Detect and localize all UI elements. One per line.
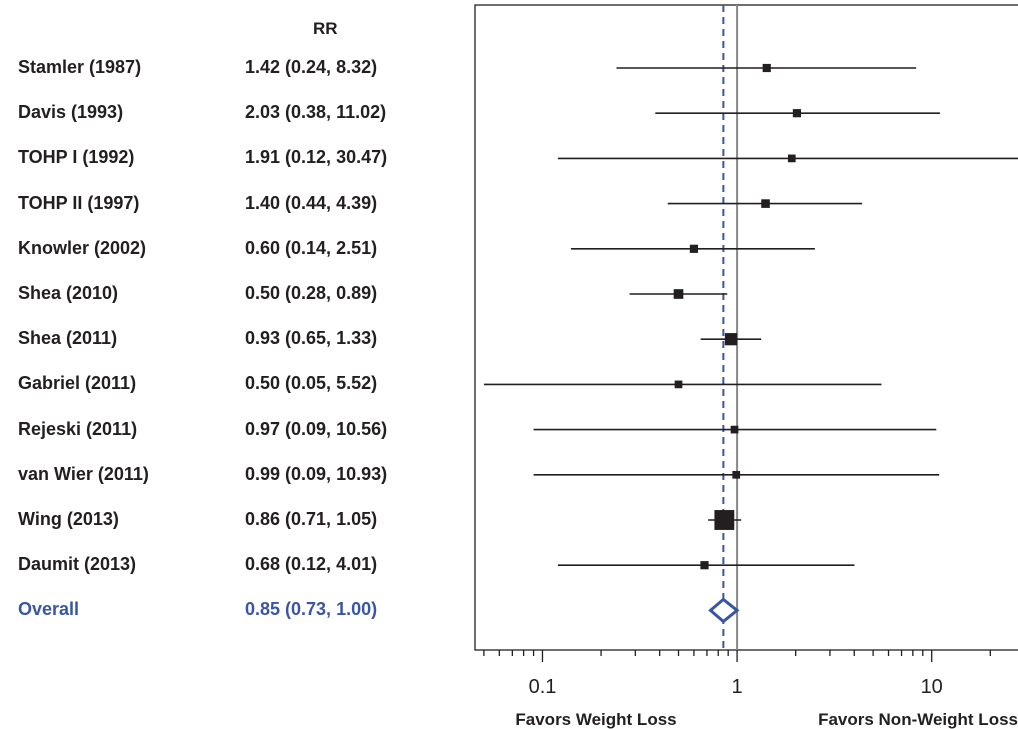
x-tick-label: 10 (921, 676, 943, 698)
effect-size-marker (732, 470, 741, 479)
effect-size-marker (730, 425, 739, 434)
effect-size-marker (761, 199, 770, 208)
study-name: van Wier (2011) (18, 463, 149, 484)
study-name: Knowler (2002) (18, 237, 147, 258)
effect-size-marker (714, 510, 735, 530)
study-row: Shea (2010) 0.50 (0.28, 0.89) (0, 283, 470, 307)
overall-row: Overall 0.85 (0.73, 1.00) (0, 599, 470, 623)
study-row: Rejeski (2011) 0.97 (0.09, 10.56) (0, 419, 470, 443)
effect-size-marker (700, 561, 709, 570)
study-row: Knowler (2002) 0.60 (0.14, 2.51) (0, 238, 470, 262)
overall-rr-value: 0.85 (0.73, 1.00) (245, 599, 378, 620)
study-row: Davis (1993) 2.03 (0.38, 11.02) (0, 102, 470, 126)
study-row: van Wier (2011) 0.99 (0.09, 10.93) (0, 464, 470, 488)
study-row: Wing (2013) 0.86 (0.71, 1.05) (0, 509, 470, 533)
overall-label: Overall (18, 599, 80, 620)
study-row: Daumit (2013) 0.68 (0.12, 4.01) (0, 554, 470, 578)
study-name: Stamler (1987) (18, 57, 142, 77)
overall-diamond (708, 597, 740, 624)
study-row: Stamler (1987) 1.42 (0.24, 8.32) (0, 57, 470, 81)
study-row: Gabriel (2011) 0.50 (0.05, 5.52) (0, 373, 470, 397)
plot-frame (474, 4, 1018, 651)
study-name: TOHP I (1992) (18, 147, 135, 168)
study-rr-value: 0.97 (0.09, 10.56) (245, 418, 388, 439)
rr-column-header: RR (313, 19, 338, 38)
study-rr-value: 0.50 (0.28, 0.89) (245, 283, 378, 303)
study-rr-value: 0.68 (0.12, 4.01) (245, 554, 378, 575)
effect-size-marker (724, 333, 738, 346)
favors-right-label: Favors Non-Weight Loss (818, 710, 1018, 729)
effect-size-marker (674, 380, 683, 389)
study-row: TOHP II (1997) 1.40 (0.44, 4.39) (0, 193, 470, 217)
effect-size-marker (673, 289, 684, 299)
study-row: Shea (2011) 0.93 (0.65, 1.33) (0, 328, 470, 352)
effect-size-marker (689, 244, 699, 253)
study-rr-value: 0.60 (0.14, 2.51) (245, 237, 378, 258)
study-rr-value: 0.99 (0.09, 10.93) (245, 463, 388, 484)
study-name: TOHP II (1997) (18, 192, 140, 213)
x-tick-label: 0.1 (529, 676, 557, 698)
study-name: Shea (2011) (18, 328, 118, 349)
x-tick-label: 1 (732, 676, 743, 698)
favors-left-label: Favors Weight Loss (515, 710, 676, 729)
study-rr-value: 2.03 (0.38, 11.02) (245, 102, 387, 123)
study-rr-value: 0.93 (0.65, 1.33) (245, 328, 378, 349)
study-name: Wing (2013) (18, 509, 119, 529)
study-name: Shea (2010) (18, 283, 119, 303)
study-rr-value: 1.42 (0.24, 8.32) (245, 57, 378, 77)
study-name: Davis (1993) (18, 102, 124, 123)
study-name: Gabriel (2011) (18, 373, 137, 394)
effect-size-marker (787, 154, 796, 163)
study-rr-value: 1.40 (0.44, 4.39) (245, 192, 378, 213)
study-rr-value: 1.91 (0.12, 30.47) (245, 147, 388, 168)
effect-size-marker (762, 63, 771, 73)
study-name: Rejeski (2011) (18, 418, 138, 439)
study-rr-value: 0.86 (0.71, 1.05) (245, 509, 378, 529)
study-name: Daumit (2013) (18, 554, 137, 575)
effect-size-marker (792, 109, 802, 118)
study-row: TOHP I (1992) 1.91 (0.12, 30.47) (0, 147, 470, 171)
study-labels-panel: RR Stamler (1987) 1.42 (0.24, 8.32) Davis … (0, 0, 470, 729)
study-rr-value: 0.50 (0.05, 5.52) (245, 373, 378, 394)
